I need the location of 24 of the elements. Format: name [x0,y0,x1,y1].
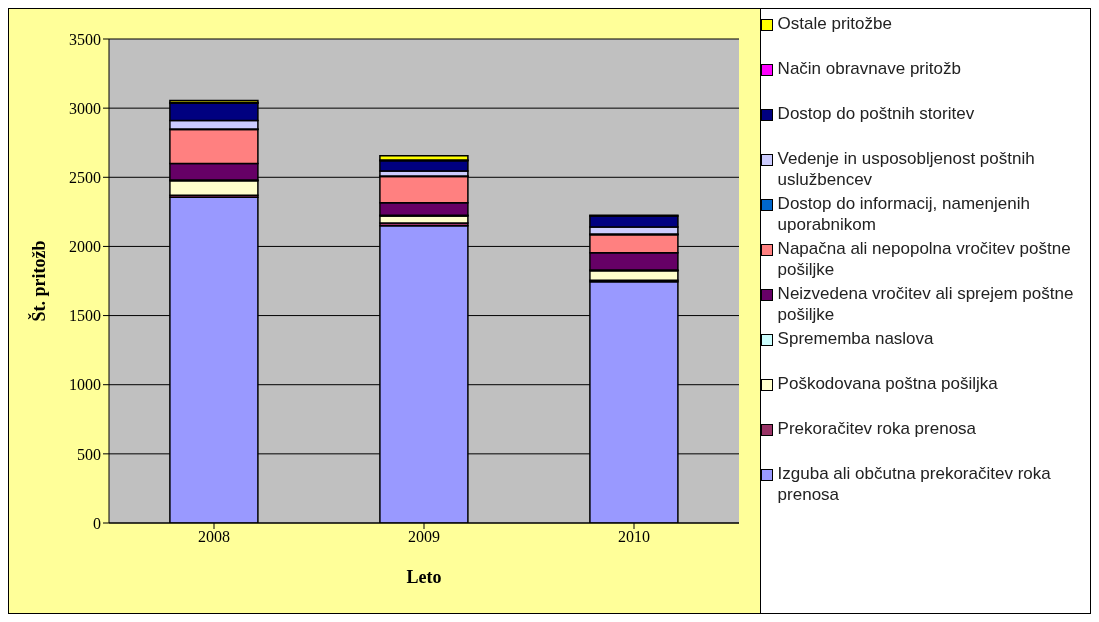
legend-label: Izguba ali občutna prekoračitev roka prenosa [777,463,1052,505]
legend-label: Ostale pritožbe [777,13,892,34]
y-tick-label: 0 [93,514,101,532]
legend-label: Neizvedena vročitev ali sprejem poštne pošiljke [777,283,1075,325]
y-tick-label: 2500 [69,168,101,186]
y-tick-label: 500 [77,445,101,463]
legend-label: Dostop do informacij, namenjenih uporabnikom [777,193,1031,235]
x-axis-title: Leto [406,567,442,587]
y-tick-label: 2000 [69,238,101,256]
legend-label: Način obravnave pritožb [777,58,961,79]
x-tick-label: 2008 [198,528,230,546]
x-tick-label: 2010 [618,528,650,546]
y-tick-label: 1500 [69,307,101,325]
legend-label: Vedenje in usposobljenost poštnih uslužbencev [777,148,1036,190]
y-tick-label: 3000 [69,99,101,117]
y-axis-title: Št. pritožb [28,240,50,322]
x-tick-label: 2009 [408,528,440,546]
legend-label: Prekoračitev roka prenosa [777,418,977,439]
y-tick-label: 3500 [69,30,101,48]
y-tick-label: 1000 [69,376,101,394]
legend-label: Poškodovana poštna pošiljka [777,373,998,394]
legend-label: Sprememba naslova [777,328,934,349]
legend-label: Napačna ali nepopolna vročitev poštne pošiljke [777,238,1072,280]
legend-label: Dostop do poštnih storitev [777,103,975,124]
